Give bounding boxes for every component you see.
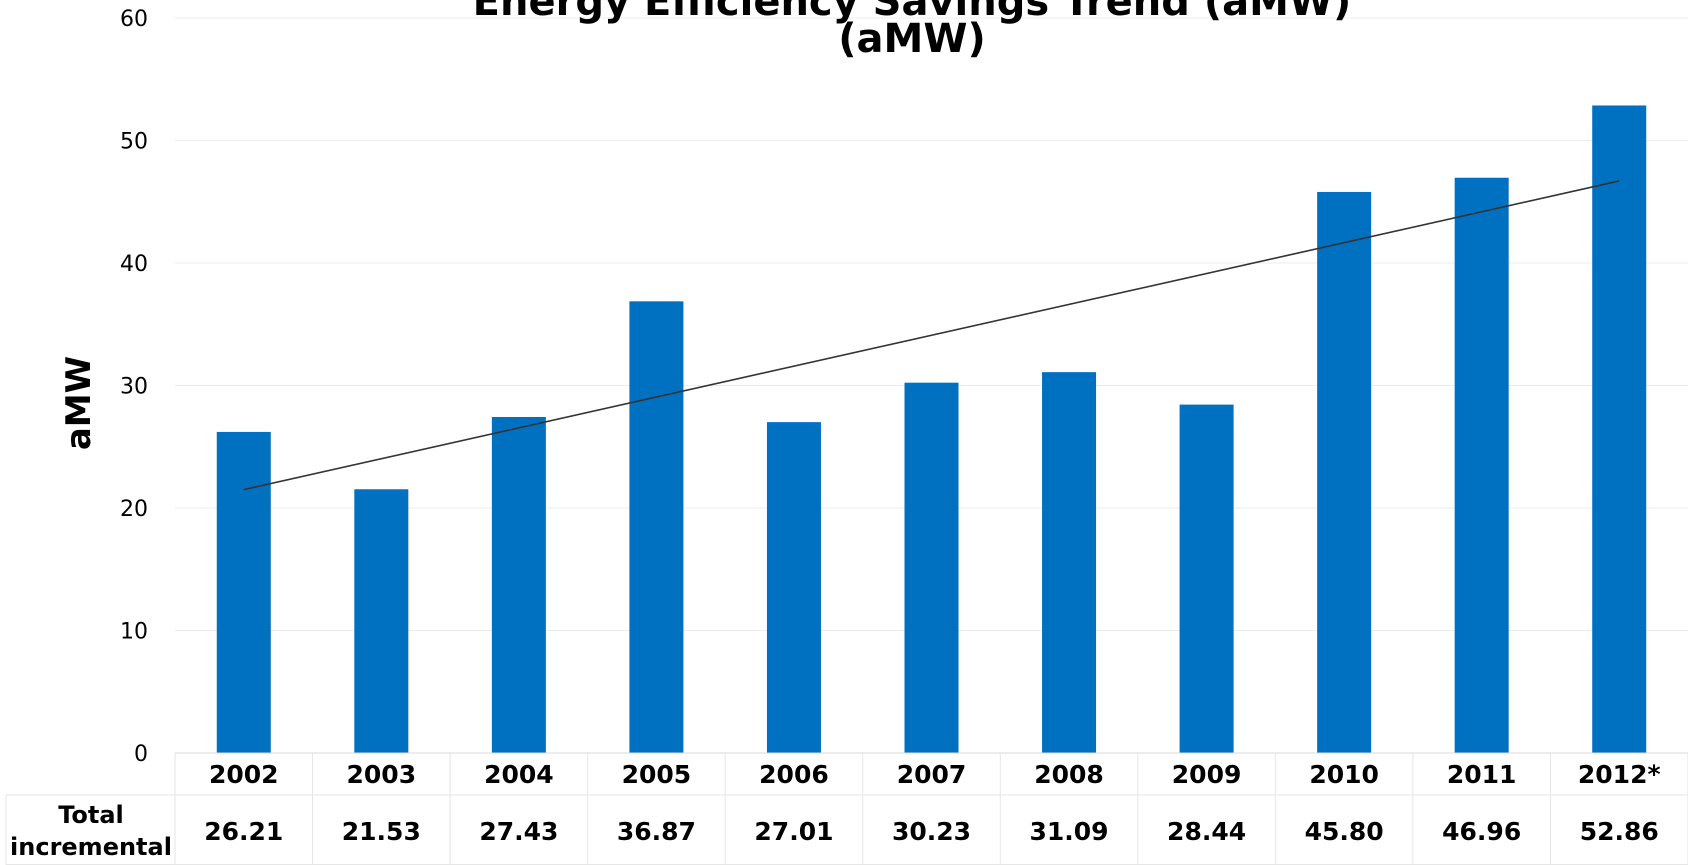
x-tick-label: 2002 — [209, 760, 279, 789]
x-tick-label: 2004 — [484, 760, 554, 789]
table-value: 28.44 — [1167, 817, 1246, 846]
x-tick-label: 2005 — [622, 760, 692, 789]
trendline — [243, 180, 1620, 491]
bar — [491, 416, 546, 753]
chart-title-line-1: Energy Efficiency Savings Trend (aMW) — [473, 0, 1352, 25]
y-tick-label: 30 — [120, 375, 148, 400]
y-tick-label: 10 — [120, 620, 148, 645]
x-tick-label: 2009 — [1172, 760, 1242, 789]
y-axis-ticks: 0 10 20 30 40 50 60 — [120, 7, 148, 767]
table-value: 21.53 — [342, 817, 421, 846]
chart-title-line-2: (aMW) — [838, 16, 985, 62]
data-table: 2002 26.21 2003 21.53 2004 27.43 2005 36.87 2006… — [5, 752, 1688, 865]
x-tick-label: 2008 — [1034, 760, 1104, 789]
table-value: 52.86 — [1580, 817, 1659, 846]
y-axis-title: aMW — [59, 356, 99, 450]
table-row-header-line-2: incremental — [10, 833, 172, 861]
table-value: 26.21 — [204, 817, 283, 846]
table-value: 45.80 — [1305, 817, 1384, 846]
table-value: 31.09 — [1030, 817, 1109, 846]
bar — [1042, 372, 1097, 753]
table-value: 46.96 — [1442, 817, 1521, 846]
bar — [354, 489, 409, 753]
y-tick-label: 60 — [120, 7, 148, 32]
bar — [1454, 177, 1509, 754]
y-tick-label: 20 — [120, 497, 148, 522]
bar — [1317, 191, 1372, 753]
y-tick-label: 50 — [120, 130, 148, 155]
x-tick-label: 2011 — [1447, 760, 1517, 789]
table-row-header-line-1: Total — [58, 801, 124, 829]
table-value: 30.23 — [892, 817, 971, 846]
table-value: 36.87 — [617, 817, 696, 846]
x-tick-label: 2007 — [897, 760, 967, 789]
bars — [216, 105, 1647, 754]
y-tick-label: 0 — [134, 742, 148, 767]
table-value: 27.01 — [754, 817, 833, 846]
bar — [904, 382, 959, 753]
bar — [1179, 404, 1234, 753]
y-tick-label: 40 — [120, 252, 148, 277]
bar — [629, 301, 684, 753]
bar — [216, 431, 271, 753]
x-tick-label: 2003 — [347, 760, 417, 789]
x-tick-label: 2012* — [1578, 760, 1661, 789]
bar — [766, 422, 821, 753]
x-tick-label: 2010 — [1309, 760, 1379, 789]
table-value: 27.43 — [479, 817, 558, 846]
bar — [1592, 105, 1647, 754]
x-tick-label: 2006 — [759, 760, 829, 789]
